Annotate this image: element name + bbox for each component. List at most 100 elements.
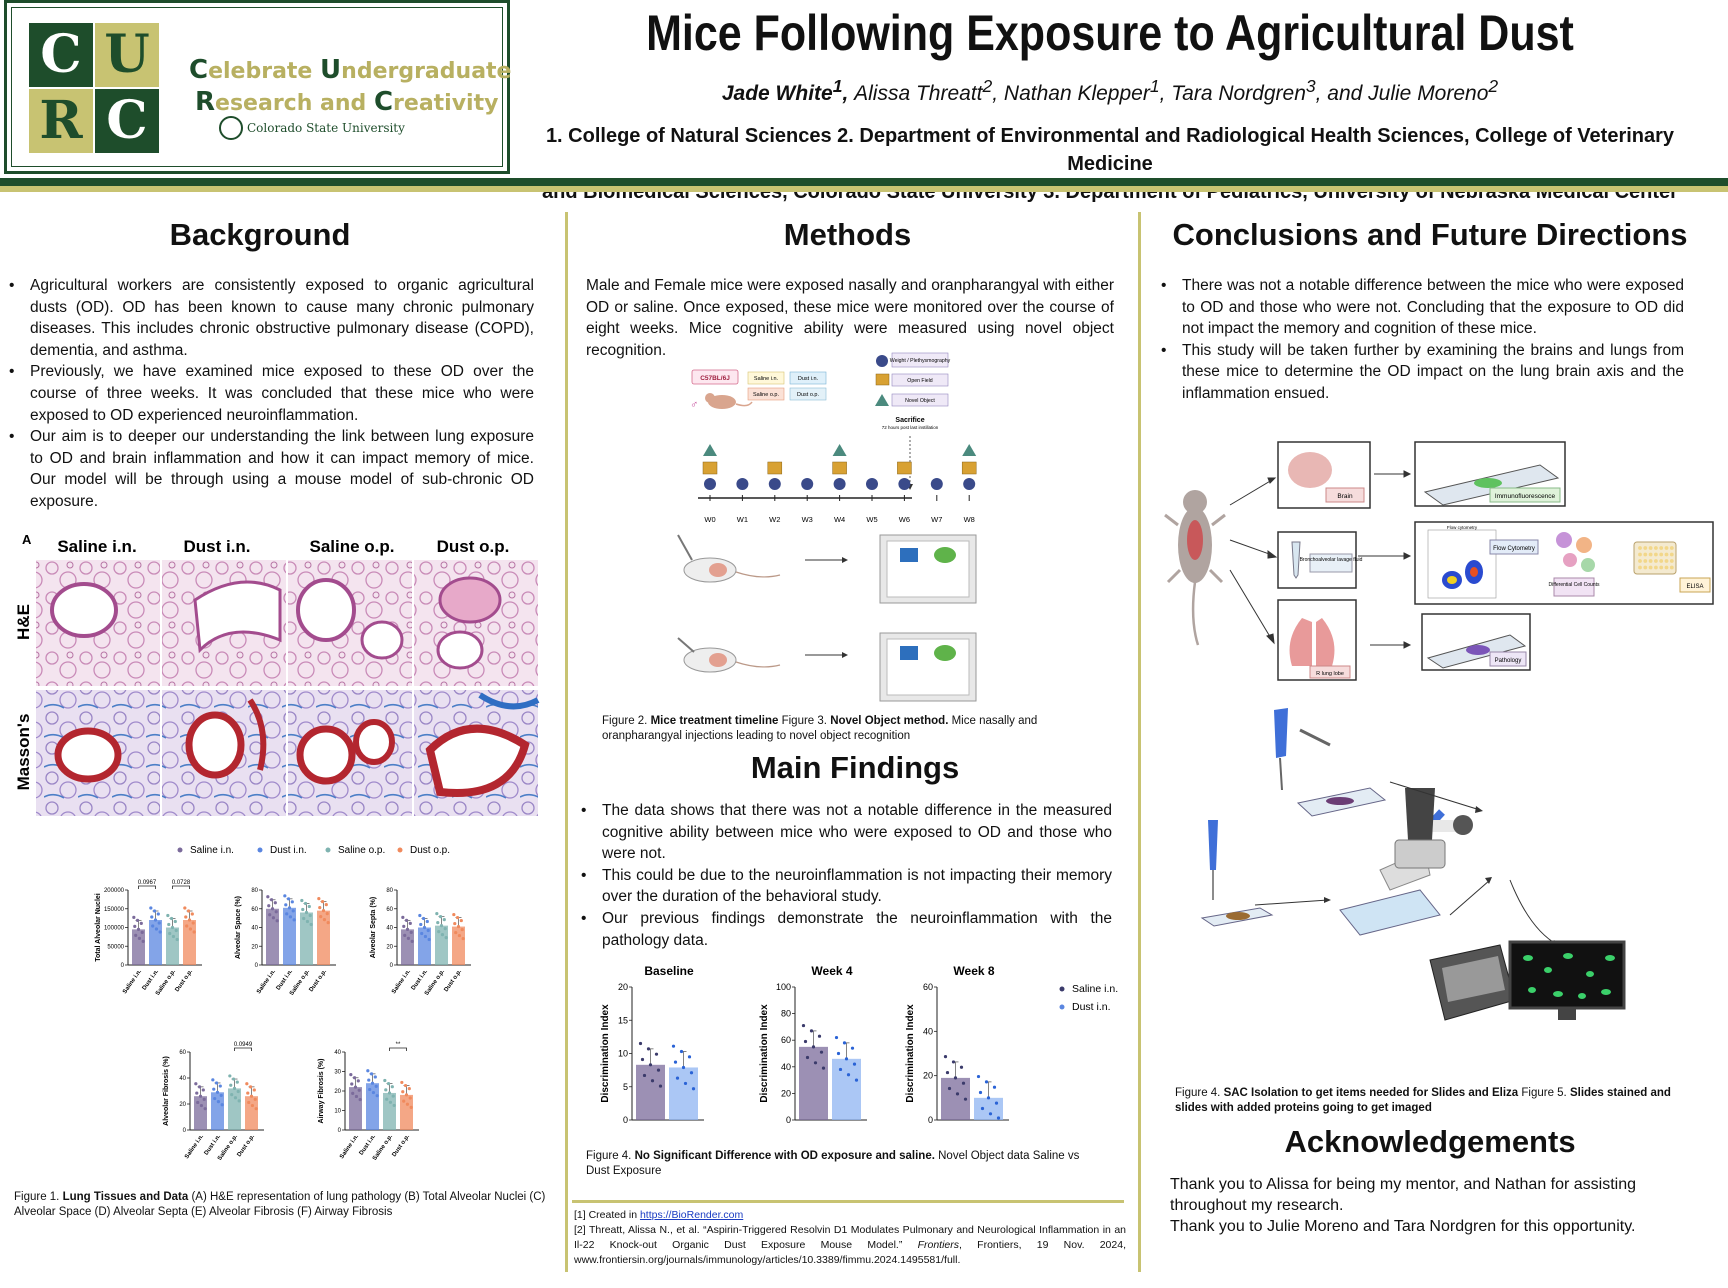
- data-point: [268, 913, 272, 917]
- list-item: The data shows that there was not a nota…: [578, 800, 1112, 865]
- data-point: [303, 901, 308, 906]
- data-point: [976, 1074, 981, 1079]
- x-tick-label: Saline i.n.: [122, 968, 143, 995]
- data-point: [254, 1107, 258, 1111]
- background-bullets: Agricultural workers are consistently ex…: [6, 275, 534, 513]
- data-point: [325, 912, 329, 916]
- data-point: [403, 933, 407, 937]
- data-point: [154, 927, 159, 931]
- data-point: [374, 1084, 378, 1088]
- data-point: [679, 1049, 684, 1054]
- pipette-icon: [1274, 708, 1331, 791]
- data-point: [817, 1034, 822, 1038]
- data-point: [435, 912, 439, 916]
- data-point: [405, 1102, 410, 1106]
- biorender-link[interactable]: https://BioRender.com: [639, 1209, 744, 1221]
- legend-open-field: Open Field: [907, 378, 932, 384]
- data-point: [284, 903, 288, 907]
- data-point: [269, 898, 274, 902]
- sacrifice-label: Sacrifice: [895, 417, 924, 424]
- chart-week-8: 0 20 40 60 Discrimination Index Week 8: [905, 964, 1009, 1125]
- data-point: [191, 921, 195, 925]
- label-pathology: Pathology: [1495, 658, 1522, 664]
- elisa-well: [1648, 565, 1653, 570]
- y-tick-label: 40: [781, 1062, 791, 1072]
- elisa-well: [1659, 565, 1664, 570]
- y-tick-label: 60: [781, 1035, 791, 1045]
- data-point: [132, 915, 136, 919]
- data-point: [439, 924, 444, 928]
- data-point: [275, 919, 279, 923]
- data-point: [133, 924, 137, 928]
- data-point: [850, 1046, 855, 1050]
- data-point: [852, 1062, 857, 1066]
- legend-label: Saline i.n.: [190, 845, 234, 856]
- data-point: [158, 930, 162, 934]
- data-point: [656, 1068, 661, 1072]
- data-point: [402, 1099, 406, 1103]
- data-point: [370, 1081, 375, 1085]
- bar: [452, 926, 465, 965]
- affiliations: 1. College of Natural Sciences 2. Depart…: [542, 125, 1678, 203]
- data-point: [456, 924, 461, 929]
- data-point: [170, 925, 175, 930]
- elisa-well: [1669, 552, 1674, 557]
- data-point: [373, 1075, 377, 1079]
- chart-title: Baseline: [644, 964, 694, 978]
- y-axis-label: Alveolar Space (%): [235, 896, 242, 959]
- data-point: [237, 1099, 241, 1103]
- bar: [228, 1088, 241, 1130]
- data-point: [187, 918, 192, 922]
- data-point: [215, 1090, 220, 1094]
- y-tick-label: 80: [781, 1009, 791, 1019]
- data-point: [168, 931, 172, 936]
- acknowledgements-text: Thank you to Alissa for being my mentor,…: [1170, 1176, 1637, 1235]
- data-point: [322, 918, 327, 922]
- references: [1] Created in https://BioRender.com [2]…: [574, 1209, 1126, 1266]
- logo-letter-r: R: [29, 89, 93, 153]
- y-tick-label: 0: [183, 1128, 187, 1134]
- data-point: [675, 1076, 680, 1080]
- list-item: Our previous findings demonstrate the ne…: [578, 908, 1112, 951]
- y-tick-label: 10: [618, 1049, 628, 1059]
- data-point: [219, 1093, 223, 1098]
- data-point: [136, 927, 141, 931]
- data-point: [285, 912, 289, 916]
- y-tick-label: 50000: [107, 944, 124, 950]
- group-label: Dust o.p.: [797, 392, 819, 398]
- data-point: [410, 939, 414, 943]
- data-point: [401, 915, 405, 919]
- data-point: [190, 912, 194, 916]
- data-point: [419, 922, 423, 927]
- data-point: [174, 928, 178, 933]
- data-point: [409, 930, 413, 934]
- data-point: [230, 1093, 234, 1097]
- data-point: [689, 1071, 694, 1075]
- elisa-well: [1643, 552, 1648, 557]
- data-point: [307, 904, 311, 909]
- data-point: [673, 1060, 678, 1064]
- data-point: [422, 925, 427, 930]
- weight-marker: [898, 478, 911, 490]
- elisa-well: [1648, 546, 1653, 550]
- logo-letter-c2: C: [95, 89, 159, 153]
- data-point: [214, 1081, 219, 1085]
- y-tick-label: 40: [386, 926, 393, 932]
- elisa-well: [1659, 546, 1664, 550]
- data-point: [821, 1066, 826, 1070]
- header-rule-green: [0, 178, 1728, 186]
- data-point: [192, 930, 196, 934]
- elisa-well: [1654, 546, 1658, 550]
- slide-imaging-diagram: [1200, 708, 1626, 1021]
- list-item: There was not a notable difference betwe…: [1158, 275, 1684, 340]
- ram-seal-icon: [219, 116, 243, 140]
- list-item: Previously, we have examined mice expose…: [6, 361, 534, 426]
- bar: [166, 927, 179, 965]
- label-lung-lobe: R lung lobe: [1316, 671, 1344, 677]
- elisa-well: [1638, 546, 1642, 550]
- week-label: W4: [834, 515, 845, 524]
- data-point: [318, 906, 322, 910]
- data-point: [691, 1087, 696, 1091]
- data-point: [405, 927, 410, 931]
- data-point: [409, 1105, 413, 1109]
